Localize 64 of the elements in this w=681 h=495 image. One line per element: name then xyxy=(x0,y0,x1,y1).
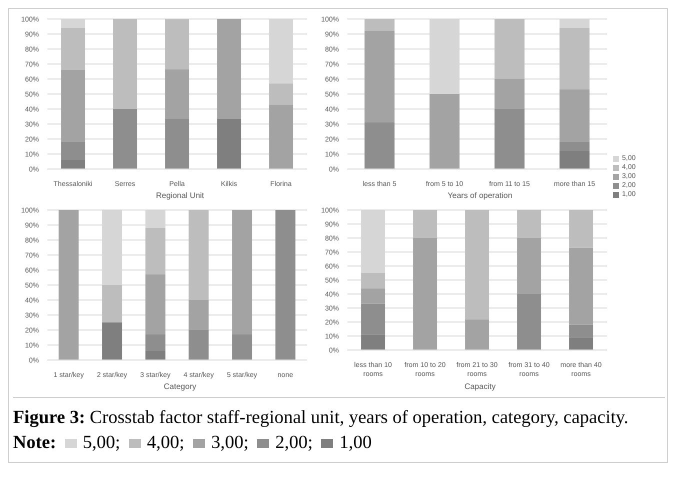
bar xyxy=(465,210,490,320)
bar xyxy=(361,304,386,335)
bar xyxy=(145,228,166,274)
bar xyxy=(517,210,542,238)
bar xyxy=(232,334,252,360)
bar xyxy=(364,31,395,122)
bar xyxy=(494,79,525,109)
bar xyxy=(361,334,386,350)
bar xyxy=(145,274,166,334)
bar xyxy=(113,19,138,109)
bar xyxy=(145,351,166,360)
bar xyxy=(145,334,166,351)
bar xyxy=(560,28,590,90)
bar xyxy=(494,109,525,169)
bar xyxy=(413,210,438,238)
bar xyxy=(413,238,438,350)
bar xyxy=(569,324,594,338)
bar xyxy=(188,210,209,300)
bar xyxy=(364,122,395,169)
bar xyxy=(560,151,590,169)
bar xyxy=(217,19,242,120)
bar xyxy=(517,294,542,350)
text: Crosstab factor staff-regional unit, years of operation, category, capacity. xyxy=(90,408,628,428)
x-axis-title: Regional Unit xyxy=(154,191,206,200)
bar xyxy=(517,238,542,294)
bar xyxy=(569,210,594,248)
text: 1,00 xyxy=(338,433,372,453)
bar xyxy=(61,70,86,142)
bar xyxy=(430,94,460,169)
bar xyxy=(188,330,209,360)
bar xyxy=(494,19,525,79)
bar xyxy=(275,210,296,360)
bar xyxy=(364,19,395,31)
bar xyxy=(165,19,190,70)
bar xyxy=(232,210,252,334)
text: 4,00; xyxy=(146,433,186,453)
text: 3,00; xyxy=(210,433,250,453)
bar xyxy=(569,337,594,350)
x-axis-title: Category xyxy=(162,382,198,391)
bar xyxy=(361,288,386,304)
bar xyxy=(560,90,590,142)
bar xyxy=(102,285,122,322)
bar xyxy=(61,142,86,160)
bar xyxy=(165,119,190,169)
text: 5,00; xyxy=(82,433,122,453)
bar xyxy=(269,104,294,169)
text: 2,00; xyxy=(274,433,314,453)
bar xyxy=(465,319,490,350)
bar xyxy=(560,142,590,151)
x-axis-title: Years of operation xyxy=(446,191,514,200)
bar xyxy=(269,83,294,105)
bar xyxy=(165,69,190,120)
bar xyxy=(102,322,122,360)
bar xyxy=(188,300,209,330)
text: Note: xyxy=(13,433,58,453)
caption: Figure 3: xyxy=(13,408,86,428)
x-axis-title: Capacity xyxy=(463,382,497,391)
bar xyxy=(113,109,138,169)
bar xyxy=(361,273,386,288)
bar xyxy=(61,160,86,169)
bar xyxy=(58,210,79,360)
bar xyxy=(569,248,594,325)
bar xyxy=(217,119,242,169)
bar xyxy=(61,28,86,70)
